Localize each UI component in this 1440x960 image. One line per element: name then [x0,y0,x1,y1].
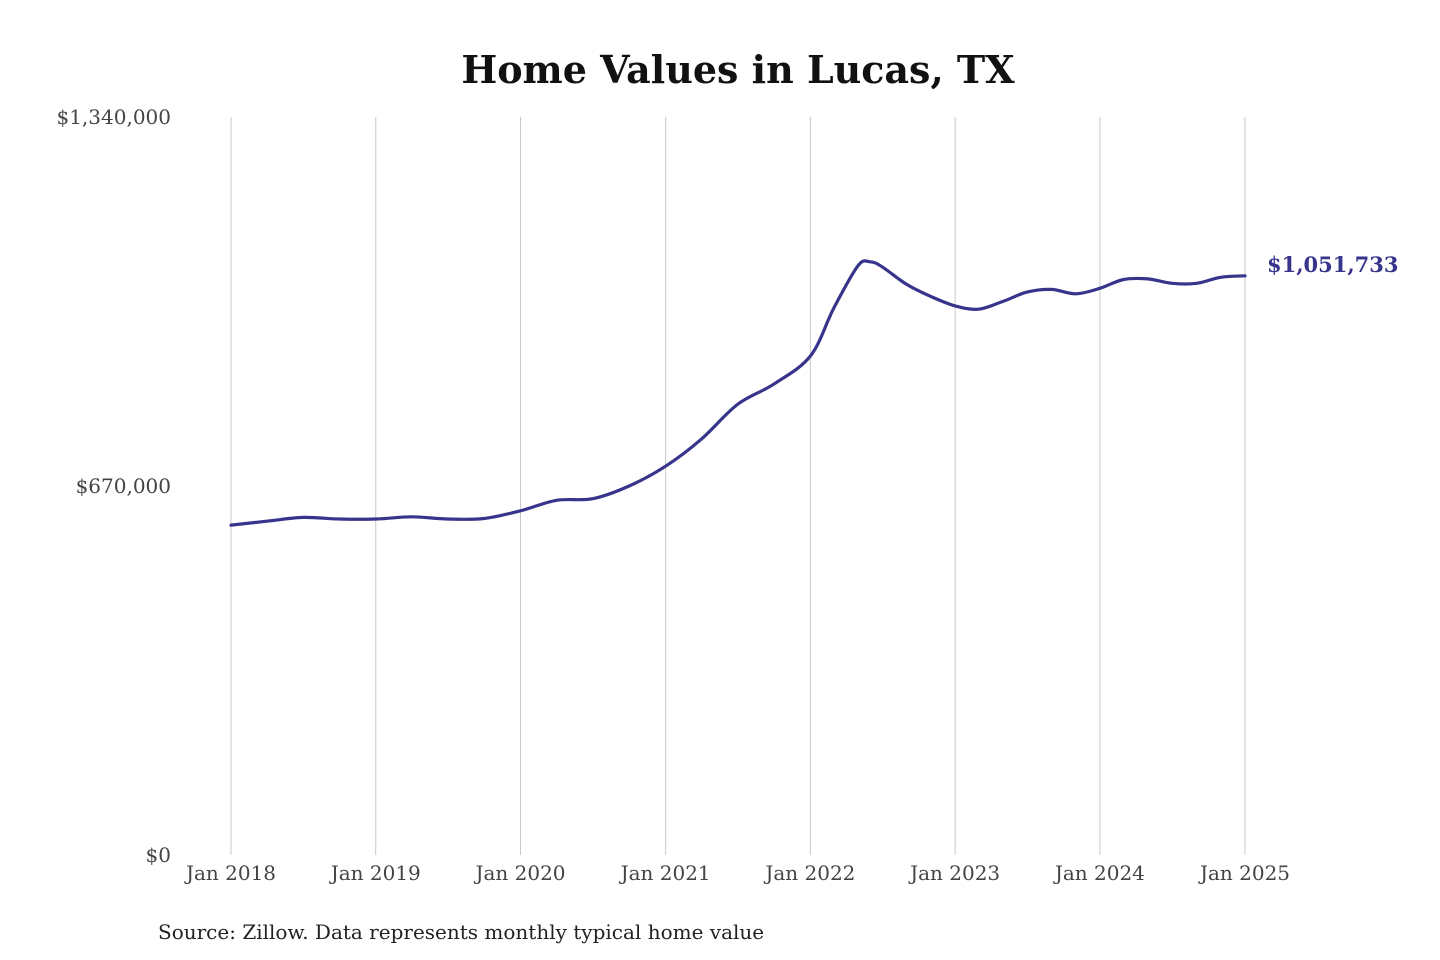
x-tick-label: Jan 2025 [1198,861,1290,885]
x-tick-label: Jan 2023 [908,861,1000,885]
x-tick-label: Jan 2019 [329,861,421,885]
y-tick-label: $0 [146,843,171,867]
chart-title: Home Values in Lucas, TX [461,47,1015,92]
gridlines [230,117,1246,855]
x-axis-ticks: Jan 2018 Jan 2019 Jan 2020 Jan 2021 Jan 2022… [184,861,1290,885]
y-axis-ticks: $0 $670,000 $1,340,000 [56,105,171,867]
series-line-home-value [229,259,1247,527]
end-value-label: $1,051,733 [1267,252,1399,277]
source-note: Source: Zillow. Data represents monthly … [158,920,764,944]
x-tick-label: Jan 2022 [763,861,855,885]
y-tick-label: $670,000 [76,474,171,498]
x-tick-label: Jan 2020 [473,861,565,885]
x-tick-label: Jan 2024 [1053,861,1145,885]
x-tick-label: Jan 2018 [184,861,276,885]
y-tick-label: $1,340,000 [56,105,171,129]
x-tick-label: Jan 2021 [619,861,711,885]
